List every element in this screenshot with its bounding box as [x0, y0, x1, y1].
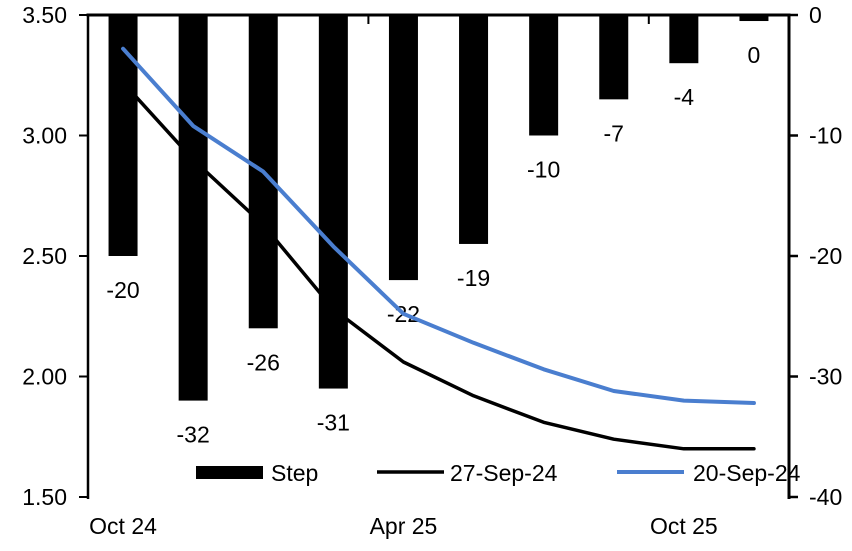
left-axis-tick-label: 3.00 [22, 123, 67, 149]
x-axis-tick-label: Oct 25 [650, 513, 718, 539]
step-bar [599, 15, 629, 100]
step-bar [459, 15, 489, 244]
step-bar-value-label: -7 [604, 120, 624, 146]
left-axis-tick-label: 2.50 [22, 243, 67, 269]
step-bar [529, 15, 559, 136]
right-axis-tick-label: -30 [809, 364, 842, 390]
legend-label: 20-Sep-24 [693, 460, 801, 486]
right-axis-tick-label: -20 [809, 243, 842, 269]
step-bar [108, 15, 138, 256]
left-axis-tick-label: 1.50 [22, 484, 67, 510]
right-axis-tick-label: -40 [809, 484, 842, 510]
step-bar-value-label: -32 [177, 422, 210, 448]
step-bar-value-label: -10 [527, 157, 560, 183]
left-axis-tick-label: 2.00 [22, 364, 67, 390]
legend-label: Step [271, 460, 318, 486]
line-27-sep-24 [121, 80, 756, 451]
step-bar-value-label: -4 [674, 84, 695, 110]
step-bar-value-label: -26 [247, 349, 280, 375]
step-bar [669, 15, 699, 64]
step-bar [318, 15, 348, 389]
step-bar-value-label: -19 [457, 265, 490, 291]
line-20-sep-24 [121, 46, 756, 405]
legend-label: 27-Sep-24 [450, 460, 558, 486]
step-bar-value-label: 0 [748, 42, 761, 68]
x-axis-tick-label: Oct 24 [89, 513, 157, 539]
step-bar-value-label: -31 [317, 410, 350, 436]
right-axis-tick-label: 0 [809, 2, 822, 28]
legend-swatch-step [196, 466, 263, 479]
step-bar [178, 15, 208, 401]
right-axis-tick-label: -10 [809, 123, 842, 149]
step-bar [388, 15, 418, 281]
left-axis-tick-label: 3.50 [22, 2, 67, 28]
step-bar-value-label: -20 [106, 277, 139, 303]
step-bar [739, 15, 769, 22]
x-axis-tick-label: Apr 25 [370, 513, 438, 539]
